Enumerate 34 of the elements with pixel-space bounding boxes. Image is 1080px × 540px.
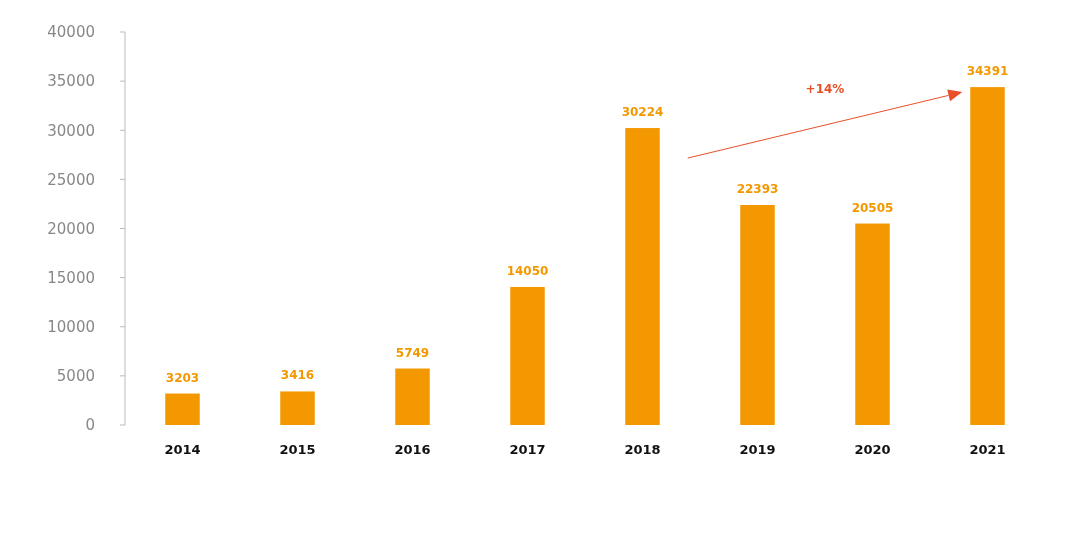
data-label: 5749 [395, 345, 430, 360]
bar [625, 128, 660, 425]
data-label: 20505 [851, 200, 894, 215]
bar [740, 204, 775, 425]
y-tick-label: 40000 [47, 23, 95, 42]
data-label: 14050 [506, 263, 549, 278]
data-label: 22393 [736, 181, 779, 196]
x-tick-label: 2017 [509, 442, 546, 457]
x-tick-label: 2019 [739, 442, 776, 457]
data-label: 3416 [280, 368, 315, 383]
y-tick-label: 5000 [56, 367, 95, 386]
y-tick-label: 10000 [47, 318, 95, 336]
x-tick-label: 2020 [854, 442, 891, 457]
data-label: 3203 [165, 370, 200, 385]
annotation: +14% [805, 82, 845, 97]
data-label: 34391 [966, 64, 1009, 79]
x-tick-label: 2014 [164, 442, 201, 457]
x-tick-label: 2018 [624, 442, 661, 457]
bar [510, 286, 545, 425]
bar [970, 87, 1005, 425]
bar [395, 368, 430, 425]
y-tick-label: 15000 [47, 268, 95, 287]
y-tick-label: 25000 [47, 170, 95, 189]
y-tick-label: 0 [85, 416, 95, 435]
bar [280, 391, 315, 425]
y-tick-label: 35000 [47, 72, 95, 91]
data-label: 30224 [621, 105, 664, 120]
x-tick-label: 2015 [279, 442, 316, 457]
y-tick-label: 30000 [47, 121, 95, 140]
x-tick-label: 2016 [394, 442, 431, 457]
x-tick-label: 2021 [969, 442, 1006, 457]
y-tick-label: 20000 [47, 219, 95, 238]
bar [165, 393, 200, 425]
bar [855, 223, 890, 425]
